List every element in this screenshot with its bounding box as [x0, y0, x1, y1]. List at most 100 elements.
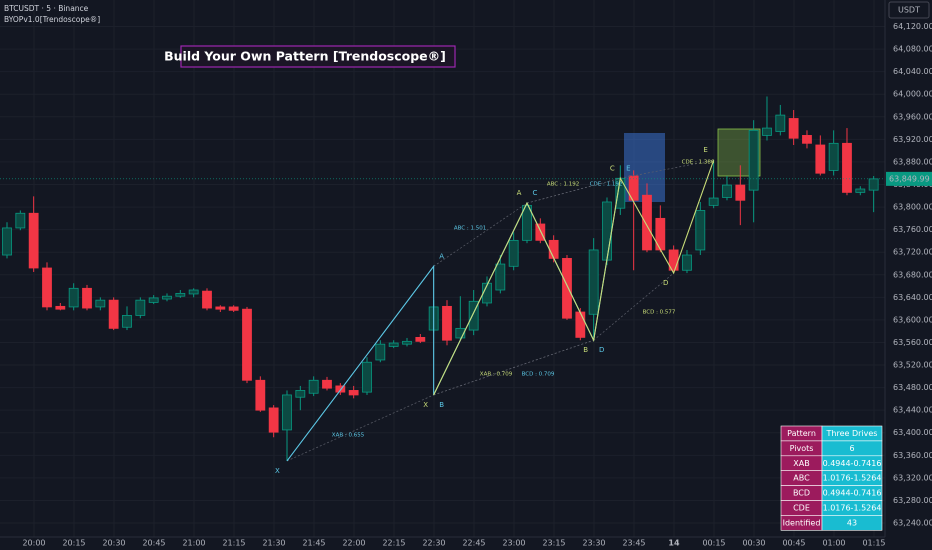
- y-tick-label: 63,240.00: [893, 519, 932, 528]
- table-label: XAB: [793, 459, 809, 468]
- candle-body: [762, 127, 772, 136]
- candle-body: [108, 299, 119, 329]
- y-tick-label: 63,640.00: [893, 293, 932, 302]
- candle-body: [695, 210, 706, 251]
- pivot-label: C: [533, 189, 538, 197]
- table-value: Three Drives: [826, 429, 878, 438]
- candle-body: [642, 194, 652, 251]
- candle-body: [855, 188, 866, 193]
- candle-body: [122, 314, 132, 328]
- candle-body: [95, 299, 106, 308]
- pivot-label: X: [423, 401, 428, 409]
- candle-body: [162, 295, 172, 300]
- y-tick-label: 64,080.00: [893, 45, 932, 54]
- table-label: BCD: [793, 489, 810, 498]
- candle-body: [2, 227, 12, 256]
- candle-body: [495, 263, 506, 291]
- candle-body: [708, 197, 719, 206]
- table-value: 1.0176-1.5264: [823, 474, 882, 483]
- ratio-label: XAB : 0.655: [332, 433, 365, 439]
- candle-body: [815, 144, 826, 174]
- x-tick-label: 23:15: [542, 539, 565, 548]
- candle-body: [788, 118, 799, 139]
- candle-body: [242, 308, 252, 381]
- pivot-label: B: [583, 346, 588, 354]
- candle-body: [468, 300, 479, 331]
- pattern-line: [433, 160, 715, 396]
- candle-body: [868, 178, 879, 191]
- ratio-label: BCD : 0.709: [522, 372, 555, 378]
- candle-body: [548, 239, 559, 259]
- table-value: 0.4944-0.7416: [823, 489, 882, 498]
- ratio-label: ABC : 1.192: [547, 182, 579, 188]
- y-tick-label: 63,720.00: [893, 248, 932, 257]
- table-cell: [821, 515, 883, 531]
- candle-body: [508, 239, 519, 267]
- table-label: Pivots: [790, 444, 814, 453]
- pivot-label: A: [439, 252, 444, 260]
- x-tick-label: 14: [668, 539, 680, 548]
- candle-body: [215, 306, 226, 310]
- y-tick-label: 63,360.00: [893, 451, 932, 460]
- pivot-label: B: [439, 401, 444, 409]
- candle-body: [402, 340, 412, 345]
- ratio-label: XAB : 0.709: [480, 372, 513, 378]
- candle-body: [282, 394, 292, 431]
- candle-body: [535, 223, 546, 241]
- x-tick-label: 20:00: [22, 539, 45, 548]
- y-tick-label: 63,320.00: [893, 473, 932, 482]
- ratio-line: [593, 272, 674, 341]
- last-price-box: [886, 171, 932, 186]
- ratio-line: [286, 394, 434, 462]
- pivot-label: D: [599, 346, 604, 354]
- x-tick-label: 01:15: [862, 539, 885, 548]
- candle-body: [202, 290, 212, 309]
- candle-body: [348, 390, 359, 396]
- currency[interactable]: USDT: [898, 6, 920, 15]
- table-value: 0.4944-0.7416: [823, 459, 882, 468]
- table-value: 1.0176-1.5264: [823, 503, 882, 512]
- candle-body: [575, 311, 586, 338]
- candle-body: [748, 129, 759, 191]
- candle-body: [82, 287, 92, 309]
- ratio-label: ABC : 1.501: [454, 226, 486, 232]
- candle-body: [135, 299, 146, 316]
- x-tick-label: 23:00: [502, 539, 525, 548]
- candle-body: [735, 184, 746, 201]
- ratio-label: CDE : 1.192: [590, 182, 623, 188]
- currency-box[interactable]: [888, 1, 930, 19]
- candles: [2, 96, 879, 461]
- table-label: Identified: [783, 518, 821, 527]
- pivot-label: C: [610, 164, 615, 172]
- candle-body: [388, 342, 399, 347]
- y-tick-label: 63,600.00: [893, 315, 932, 324]
- chart-title: Build Your Own Pattern [Trendoscope®]: [164, 49, 446, 64]
- candle-body: [295, 390, 306, 398]
- ratio-label: CDE : 1.386: [682, 160, 715, 166]
- candle-body: [362, 361, 372, 393]
- y-tick-label: 63,880.00: [893, 157, 932, 166]
- pivot-label: E: [626, 164, 630, 172]
- candle-body: [42, 267, 52, 308]
- y-tick-label: 63,920.00: [893, 135, 932, 144]
- y-tick-label: 63,680.00: [893, 270, 932, 279]
- y-tick-label: 63,440.00: [893, 406, 932, 415]
- candle-body: [255, 379, 266, 411]
- candle-body: [415, 336, 426, 342]
- ratio-label: BCD : 0.577: [643, 310, 676, 316]
- x-tick-label: 20:45: [142, 539, 165, 548]
- pivot-label: X: [275, 467, 280, 475]
- indicator-name: BYOPv1.0[Trendoscope®]: [4, 15, 100, 24]
- candle-body: [602, 201, 612, 261]
- pattern-table: Pattern Three Drives Pivots 6 XAB 0.4944-0.74…: [780, 425, 883, 531]
- candle-body: [655, 217, 666, 251]
- candle-body: [775, 114, 786, 132]
- x-tick-label: 21:00: [182, 539, 205, 548]
- ratio-line: [433, 339, 594, 396]
- table-label: CDE: [793, 503, 810, 512]
- candle-body: [722, 184, 732, 198]
- candle-body: [188, 289, 199, 295]
- pivot-label: E: [703, 146, 707, 154]
- ratio-line: [433, 202, 528, 267]
- x-tick-label: 20:15: [62, 539, 85, 548]
